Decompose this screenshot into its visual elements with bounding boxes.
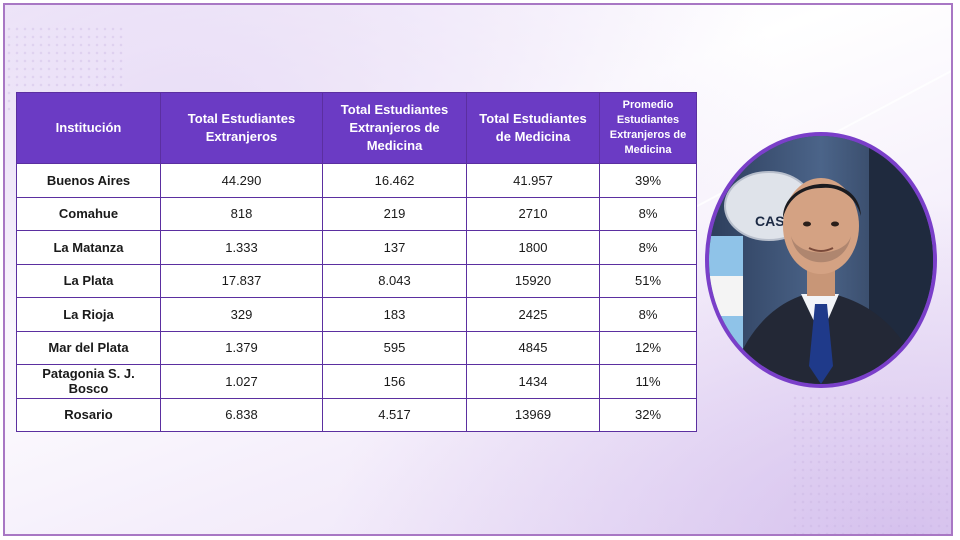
table-row: Comahue 818 219 2710 8% xyxy=(16,196,697,231)
cell-total-extranjeros: 1.333 xyxy=(160,230,323,265)
table-row: Patagonia S. J. Bosco 1.027 156 1434 11% xyxy=(16,364,697,399)
cell-total-extranjeros: 818 xyxy=(160,196,323,231)
header-total-extranjeros: Total Estudiantes Extranjeros xyxy=(160,92,323,164)
cell-total-medicina: 41.957 xyxy=(466,163,600,198)
speaker-photo: CASA xyxy=(705,132,937,388)
cell-total-extranjeros: 1.379 xyxy=(160,330,323,365)
cell-total-extranjeros: 44.290 xyxy=(160,163,323,198)
header-institucion: Institución xyxy=(16,92,161,164)
cell-institucion: Patagonia S. J. Bosco xyxy=(16,364,161,399)
table-row: Buenos Aires 44.290 16.462 41.957 39% xyxy=(16,163,697,198)
table-header-row: Institución Total Estudiantes Extranjero… xyxy=(16,92,697,164)
header-promedio: Promedio Estudiantes Extranjeros de Medi… xyxy=(599,92,697,164)
cell-promedio: 11% xyxy=(599,364,697,399)
table-row: La Plata 17.837 8.043 15920 51% xyxy=(16,263,697,298)
cell-extranjeros-medicina: 183 xyxy=(322,297,467,332)
universities-table: Institución Total Estudiantes Extranjero… xyxy=(16,92,697,432)
cell-total-medicina: 4845 xyxy=(466,330,600,365)
cell-total-extranjeros: 17.837 xyxy=(160,263,323,298)
header-total-medicina: Total Estudiantes de Medicina xyxy=(466,92,600,164)
dot-pattern-bottom-right xyxy=(791,394,951,534)
cell-promedio: 39% xyxy=(599,163,697,198)
cell-institucion: Comahue xyxy=(16,196,161,231)
cell-total-medicina: 2425 xyxy=(466,297,600,332)
cell-total-medicina: 1434 xyxy=(466,364,600,399)
cell-promedio: 51% xyxy=(599,263,697,298)
cell-extranjeros-medicina: 595 xyxy=(322,330,467,365)
cell-total-medicina: 15920 xyxy=(466,263,600,298)
cell-promedio: 12% xyxy=(599,330,697,365)
cell-institucion: Mar del Plata xyxy=(16,330,161,365)
cell-promedio: 8% xyxy=(599,196,697,231)
table-row: La Matanza 1.333 137 1800 8% xyxy=(16,230,697,265)
cell-total-medicina: 2710 xyxy=(466,196,600,231)
cell-institucion: Buenos Aires xyxy=(16,163,161,198)
table-row: La Rioja 329 183 2425 8% xyxy=(16,297,697,332)
header-extranjeros-medicina: Total Estudiantes Extranjeros de Medicin… xyxy=(322,92,467,164)
cell-promedio: 8% xyxy=(599,297,697,332)
cell-institucion: Rosario xyxy=(16,397,161,432)
portrait-man-in-suit-icon: CASA xyxy=(709,136,933,384)
cell-extranjeros-medicina: 8.043 xyxy=(322,263,467,298)
cell-extranjeros-medicina: 137 xyxy=(322,230,467,265)
cell-extranjeros-medicina: 4.517 xyxy=(322,397,467,432)
cell-institucion: La Plata xyxy=(16,263,161,298)
table-row: Rosario 6.838 4.517 13969 32% xyxy=(16,397,697,432)
cell-total-extranjeros: 1.027 xyxy=(160,364,323,399)
cell-extranjeros-medicina: 16.462 xyxy=(322,163,467,198)
cell-total-medicina: 1800 xyxy=(466,230,600,265)
table-row: Mar del Plata 1.379 595 4845 12% xyxy=(16,330,697,365)
cell-promedio: 8% xyxy=(599,230,697,265)
cell-total-extranjeros: 6.838 xyxy=(160,397,323,432)
cell-total-extranjeros: 329 xyxy=(160,297,323,332)
cell-promedio: 32% xyxy=(599,397,697,432)
cell-extranjeros-medicina: 156 xyxy=(322,364,467,399)
cell-institucion: La Matanza xyxy=(16,230,161,265)
cell-total-medicina: 13969 xyxy=(466,397,600,432)
cell-institucion: La Rioja xyxy=(16,297,161,332)
cell-extranjeros-medicina: 219 xyxy=(322,196,467,231)
